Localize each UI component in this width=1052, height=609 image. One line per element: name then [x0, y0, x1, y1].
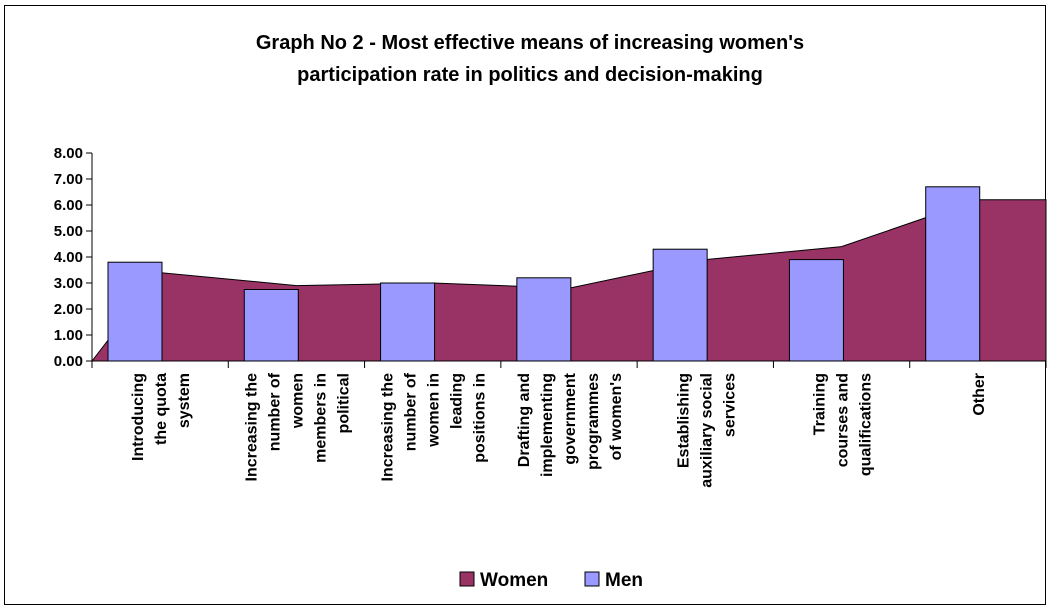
- x-category-label: Increasing the number of women members in po…: [243, 372, 352, 481]
- bar-men-4: [516, 277, 572, 362]
- x-category-label-line: Drafting and: [516, 373, 533, 467]
- y-tick-label: 2.00: [54, 301, 83, 318]
- x-category-label-line: political: [335, 373, 352, 433]
- x-category-label-line: courses and: [835, 373, 852, 467]
- x-category-label: Establishing auxiliary social services: [675, 373, 738, 488]
- bar-men-5: [652, 248, 708, 362]
- y-tick-label: 0.00: [54, 353, 83, 370]
- x-category-label-line: system: [176, 373, 193, 428]
- x-category-label-line: number of: [266, 372, 283, 451]
- x-category-label-line: the quota: [153, 373, 170, 445]
- y-tick-label: 8.00: [54, 145, 83, 162]
- x-category-label-line: implementing: [539, 373, 556, 477]
- chart-svg: Graph No 2 - Most effective means of inc…: [54, 32, 1047, 591]
- x-category-label-line: members in: [312, 373, 329, 463]
- x-category-label: Increasing the number of women in leading po…: [380, 372, 489, 481]
- chart-title: Graph No 2 - Most effective means of inc…: [256, 32, 804, 86]
- y-tick-label: 4.00: [54, 249, 83, 266]
- x-category-label-line: government: [562, 372, 579, 464]
- x-category-label: Other: [971, 373, 988, 416]
- legend-swatch-men: [584, 571, 600, 587]
- chart-title-line-1: Graph No 2 - Most effective means of inc…: [256, 32, 804, 54]
- x-category-label-line: women: [289, 373, 306, 429]
- y-tick-label: 1.00: [54, 327, 83, 344]
- x-category-label-line: number of: [403, 372, 420, 451]
- y-tick-label: 5.00: [54, 223, 83, 240]
- bar-men-3: [380, 282, 436, 362]
- bar-men-7: [925, 186, 981, 362]
- x-category-label-line: qualifications: [858, 373, 875, 476]
- x-category-label: Training courses and qualifications: [812, 373, 875, 476]
- x-category-label-line: services: [721, 373, 738, 437]
- x-category-label: Introducing the quota system: [130, 373, 193, 461]
- bar-men-1: [107, 261, 163, 362]
- plot-area: 0.00 1.00 2.00 3.00 4.00 5.00 6.00 7.00 8.00 Intr…: [54, 145, 1047, 488]
- x-category-label-line: of women's: [608, 373, 625, 460]
- x-category-label-line: Increasing the: [243, 373, 260, 482]
- x-category-label-line: auxiliary social: [698, 373, 715, 488]
- legend: Women Men: [459, 570, 643, 591]
- legend-label-men: Men: [605, 570, 643, 591]
- y-tick-label: 6.00: [54, 197, 83, 214]
- x-category-label-line: Increasing the: [380, 373, 397, 482]
- chart-title-line-2: participation rate in politics and decis…: [297, 64, 763, 86]
- x-category-label-line: Other: [971, 373, 988, 416]
- bar-men-2: [243, 289, 299, 362]
- x-category-label-line: women in: [426, 373, 443, 448]
- chart-frame: Graph No 2 - Most effective means of inc…: [4, 5, 1047, 605]
- legend-swatch-women: [459, 571, 475, 587]
- x-category-label-line: Establishing: [675, 373, 692, 468]
- legend-label-women: Women: [480, 570, 548, 591]
- x-category-label-line: Introducing: [130, 373, 147, 461]
- bar-men-6: [788, 259, 844, 362]
- x-category-label: Drafting and implementing government progra…: [516, 372, 625, 477]
- y-tick-label: 3.00: [54, 275, 83, 292]
- x-category-label-line: leading: [449, 373, 466, 429]
- x-category-label-line: programmes: [585, 373, 602, 470]
- y-tick-label: 7.00: [54, 171, 83, 188]
- x-category-label-line: Training: [812, 373, 829, 435]
- x-category-label-line: positions in: [472, 373, 489, 463]
